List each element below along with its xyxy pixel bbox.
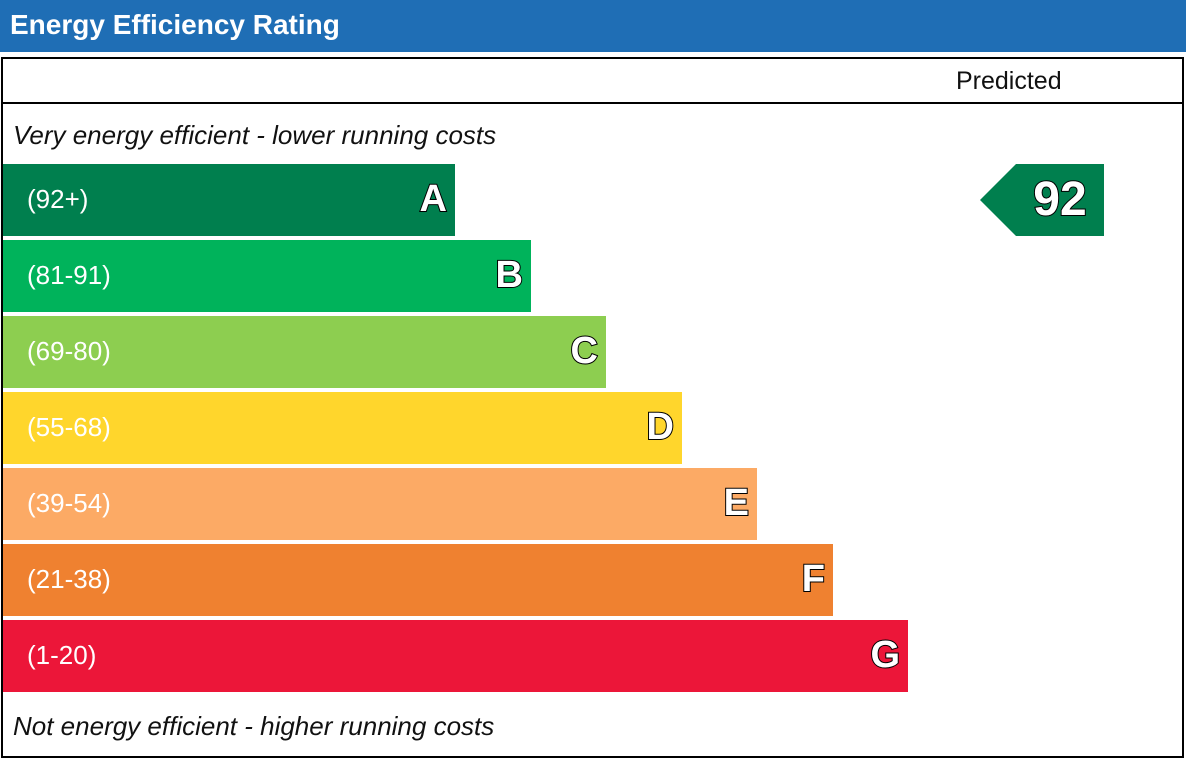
band-letter: A (419, 177, 448, 221)
band-range-label: (92+) (27, 184, 89, 214)
header-divider (3, 102, 1182, 104)
band-range-label: (81-91) (27, 260, 111, 290)
score-arrow-fill (980, 164, 1104, 236)
predicted-score-marker: 92 (980, 164, 1104, 236)
chart-title: Energy Efficiency Rating (10, 9, 340, 40)
band-letter: G (869, 633, 901, 677)
predicted-column-header: Predicted (956, 67, 1062, 95)
efficient-caption: Very energy efficient - lower running co… (13, 120, 497, 150)
band-letter: E (723, 481, 750, 525)
band-g: (1-20) G (3, 620, 908, 692)
inefficient-caption: Not energy efficient - higher running co… (13, 711, 495, 741)
band-letter: D (646, 405, 675, 449)
band-c: (69-80) C (3, 316, 606, 388)
band-range-label: (21-38) (27, 564, 111, 594)
band-range-label: (69-80) (27, 336, 111, 366)
rating-bands: (92+) A (81-91) B (69-80) C (55-68) D (39-54) E (2… (3, 59, 1182, 756)
band-range-label: (55-68) (27, 412, 111, 442)
rating-chart: Predicted Very energy efficient - lower … (1, 57, 1184, 758)
band-letter: F (801, 557, 826, 601)
band-b: (81-91) B (3, 240, 531, 312)
band-d: (55-68) D (3, 392, 682, 464)
predicted-score-value: 92 (1032, 172, 1087, 227)
band-f: (21-38) F (3, 544, 833, 616)
band-letter: B (495, 253, 524, 297)
band-range-label: (1-20) (27, 640, 97, 670)
band-letter: C (570, 329, 599, 373)
band-e: (39-54) E (3, 468, 757, 540)
band-range-label: (39-54) (27, 488, 111, 518)
band-a: (92+) A (3, 164, 455, 236)
score-arrow-shape (980, 164, 1104, 236)
header-bar: Energy Efficiency Rating (0, 0, 1186, 52)
